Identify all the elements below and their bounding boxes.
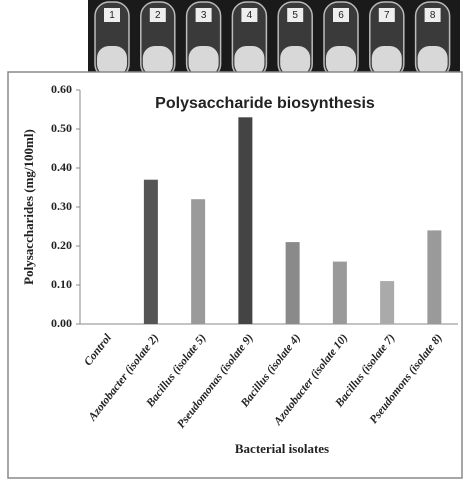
tube-label: 4 xyxy=(247,10,253,21)
liquid xyxy=(234,46,265,76)
tube-label-box xyxy=(104,8,120,22)
bar xyxy=(191,199,206,324)
chart-frame xyxy=(7,71,463,479)
bar xyxy=(238,117,253,324)
tube-label: 3 xyxy=(201,10,207,21)
liquid xyxy=(97,46,127,76)
tube-label: 7 xyxy=(384,10,390,21)
y-tick-label: 0.20 xyxy=(51,238,72,252)
bar xyxy=(332,261,347,324)
tube-label-box xyxy=(195,8,212,22)
x-axis-label: Bacterial isolates xyxy=(235,441,329,456)
liquid xyxy=(326,46,356,76)
y-axis-label: Polysaccharides (mg/100ml) xyxy=(21,129,36,285)
tube-label: 2 xyxy=(155,10,161,21)
tube-label-box xyxy=(149,8,166,22)
y-tick-label: 0.50 xyxy=(51,121,72,135)
y-tick-label: 0.30 xyxy=(51,199,72,213)
y-tick-label: 0.60 xyxy=(51,82,72,96)
tube-label-box xyxy=(241,8,258,22)
y-tick-label: 0.10 xyxy=(51,277,72,291)
tube-label: 1 xyxy=(109,10,115,21)
chart-title: Polysaccharide biosynthesis xyxy=(155,95,375,112)
bar xyxy=(285,242,300,324)
y-tick-label: 0.00 xyxy=(51,316,72,330)
tube-label-box xyxy=(424,8,441,22)
bar xyxy=(143,179,158,324)
tube-label-box xyxy=(333,8,349,22)
bar xyxy=(427,230,442,324)
tube-label-box xyxy=(287,8,304,22)
liquid xyxy=(417,46,448,76)
tube-label: 8 xyxy=(430,10,436,21)
y-tick-label: 0.40 xyxy=(51,160,72,174)
tube-label-box xyxy=(378,8,395,22)
tube-label: 6 xyxy=(338,10,344,21)
tube-label: 5 xyxy=(292,10,298,21)
liquid xyxy=(371,46,402,76)
liquid xyxy=(142,46,173,76)
liquid xyxy=(280,46,311,76)
bar xyxy=(380,281,395,324)
liquid xyxy=(188,46,219,76)
